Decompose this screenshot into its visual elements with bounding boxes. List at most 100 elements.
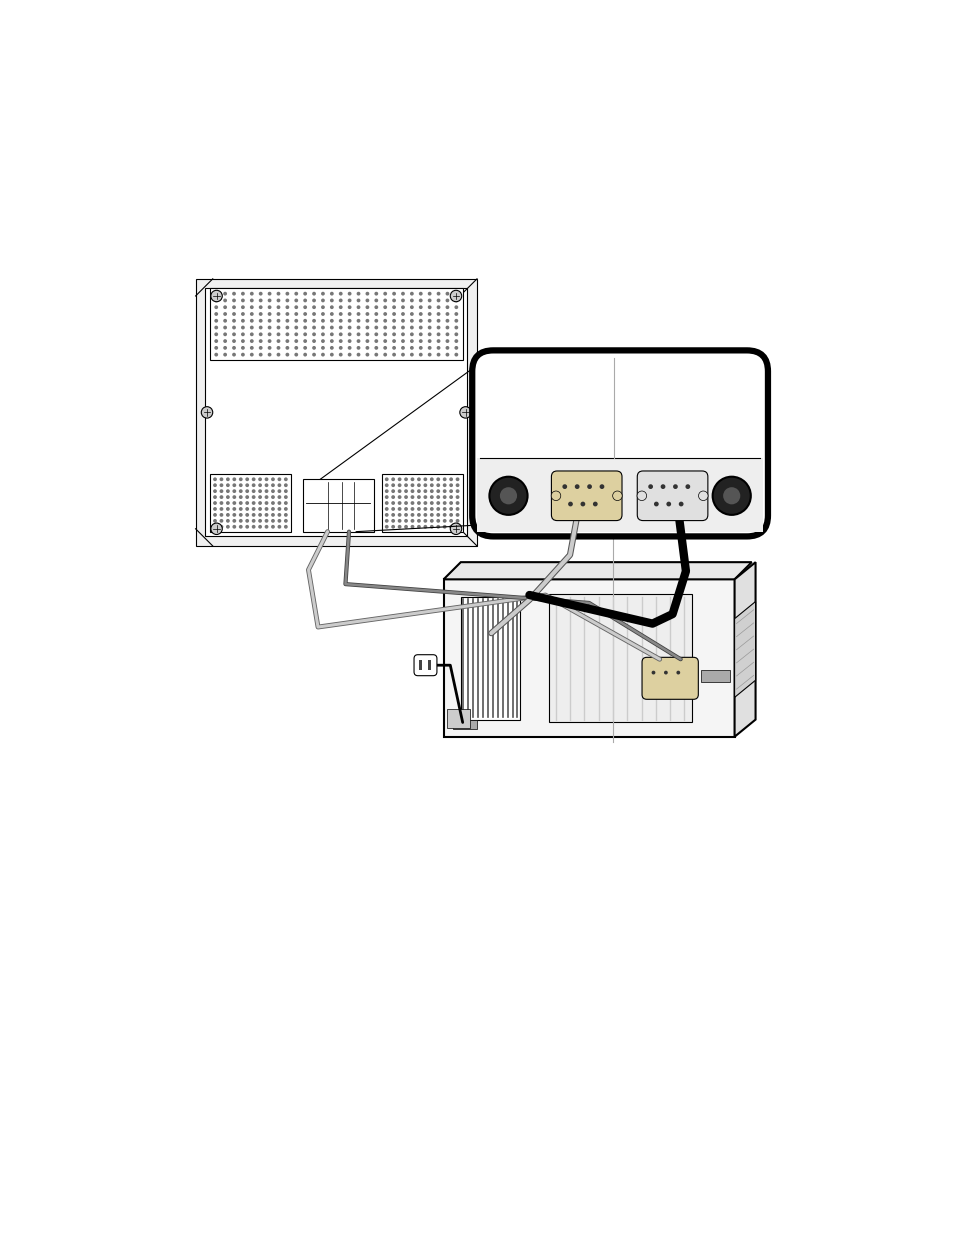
Circle shape bbox=[347, 332, 351, 336]
Circle shape bbox=[647, 484, 652, 489]
Circle shape bbox=[365, 346, 369, 350]
Circle shape bbox=[238, 513, 242, 516]
Circle shape bbox=[410, 483, 414, 487]
Circle shape bbox=[384, 513, 388, 516]
Circle shape bbox=[676, 671, 679, 674]
Circle shape bbox=[277, 525, 281, 529]
Polygon shape bbox=[734, 562, 755, 737]
Circle shape bbox=[418, 291, 422, 295]
Circle shape bbox=[423, 508, 427, 511]
Circle shape bbox=[347, 299, 351, 303]
Circle shape bbox=[454, 340, 457, 343]
Circle shape bbox=[312, 312, 315, 316]
Circle shape bbox=[445, 305, 449, 309]
Circle shape bbox=[258, 340, 262, 343]
FancyBboxPatch shape bbox=[641, 657, 698, 699]
Circle shape bbox=[233, 489, 236, 493]
Circle shape bbox=[232, 326, 235, 330]
Circle shape bbox=[454, 299, 457, 303]
Circle shape bbox=[312, 319, 315, 322]
Circle shape bbox=[374, 299, 377, 303]
Circle shape bbox=[213, 483, 216, 487]
Circle shape bbox=[233, 483, 236, 487]
Circle shape bbox=[277, 508, 281, 511]
Circle shape bbox=[268, 319, 272, 322]
Circle shape bbox=[258, 305, 262, 309]
Circle shape bbox=[232, 319, 235, 322]
Circle shape bbox=[418, 346, 422, 350]
Circle shape bbox=[264, 513, 268, 516]
Bar bbox=[205, 288, 467, 536]
Circle shape bbox=[271, 525, 274, 529]
Circle shape bbox=[276, 291, 280, 295]
Circle shape bbox=[397, 478, 401, 482]
Circle shape bbox=[277, 519, 281, 522]
Circle shape bbox=[330, 353, 334, 357]
Circle shape bbox=[436, 346, 440, 350]
Circle shape bbox=[404, 483, 408, 487]
Circle shape bbox=[416, 513, 420, 516]
Circle shape bbox=[410, 489, 414, 493]
Circle shape bbox=[404, 525, 408, 529]
Circle shape bbox=[232, 305, 235, 309]
Circle shape bbox=[456, 519, 459, 522]
Circle shape bbox=[454, 326, 457, 330]
Circle shape bbox=[284, 501, 288, 505]
Bar bbox=[302, 479, 374, 531]
Circle shape bbox=[214, 340, 218, 343]
Circle shape bbox=[384, 525, 388, 529]
Circle shape bbox=[284, 478, 288, 482]
Bar bbox=[476, 458, 762, 531]
Circle shape bbox=[722, 487, 740, 504]
Circle shape bbox=[338, 332, 342, 336]
Circle shape bbox=[252, 495, 255, 499]
Circle shape bbox=[499, 487, 517, 504]
Circle shape bbox=[330, 332, 334, 336]
Circle shape bbox=[586, 484, 591, 489]
Circle shape bbox=[276, 319, 280, 322]
Circle shape bbox=[397, 508, 401, 511]
Circle shape bbox=[245, 501, 249, 505]
Circle shape bbox=[294, 346, 298, 350]
Circle shape bbox=[449, 483, 453, 487]
Circle shape bbox=[285, 305, 289, 309]
Circle shape bbox=[445, 332, 449, 336]
Circle shape bbox=[303, 312, 307, 316]
Circle shape bbox=[384, 519, 388, 522]
Circle shape bbox=[410, 501, 414, 505]
Circle shape bbox=[303, 319, 307, 322]
Circle shape bbox=[252, 513, 255, 516]
Circle shape bbox=[392, 332, 395, 336]
Circle shape bbox=[400, 291, 404, 295]
Circle shape bbox=[271, 478, 274, 482]
Circle shape bbox=[404, 501, 408, 505]
Circle shape bbox=[213, 513, 216, 516]
Circle shape bbox=[238, 478, 242, 482]
Circle shape bbox=[397, 525, 401, 529]
Circle shape bbox=[233, 501, 236, 505]
Circle shape bbox=[219, 501, 223, 505]
Circle shape bbox=[284, 489, 288, 493]
Circle shape bbox=[294, 332, 298, 336]
Circle shape bbox=[442, 508, 446, 511]
Circle shape bbox=[436, 501, 439, 505]
Circle shape bbox=[276, 340, 280, 343]
Circle shape bbox=[303, 340, 307, 343]
Circle shape bbox=[418, 312, 422, 316]
Circle shape bbox=[258, 319, 262, 322]
Circle shape bbox=[391, 483, 395, 487]
Circle shape bbox=[436, 519, 439, 522]
Circle shape bbox=[271, 519, 274, 522]
Circle shape bbox=[245, 525, 249, 529]
Circle shape bbox=[321, 299, 325, 303]
Circle shape bbox=[276, 346, 280, 350]
Circle shape bbox=[284, 513, 288, 516]
Circle shape bbox=[436, 319, 440, 322]
Circle shape bbox=[277, 513, 281, 516]
Circle shape bbox=[436, 291, 440, 295]
Circle shape bbox=[391, 519, 395, 522]
Circle shape bbox=[392, 299, 395, 303]
Circle shape bbox=[410, 519, 414, 522]
Bar bbox=[210, 474, 291, 531]
Circle shape bbox=[365, 340, 369, 343]
